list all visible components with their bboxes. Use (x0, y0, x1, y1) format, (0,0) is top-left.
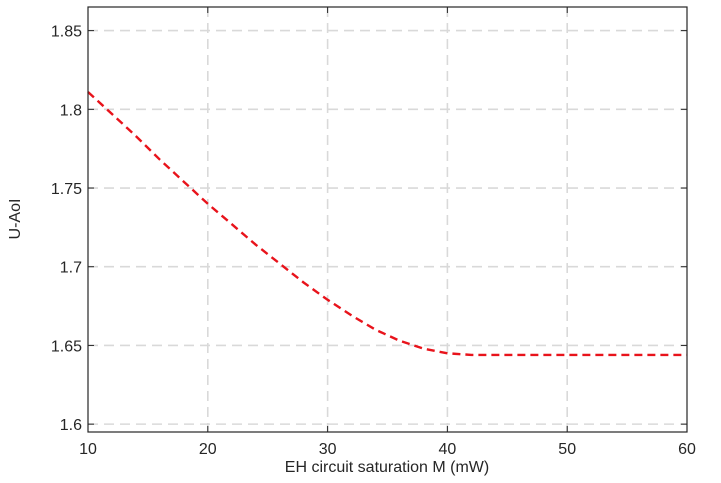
x-tick-label: 10 (79, 441, 97, 458)
plot-frame (87, 6, 688, 433)
y-tick-label: 1.85 (51, 24, 82, 41)
y-axis-label: U-AoI (7, 199, 24, 240)
x-tick-label: 40 (439, 441, 457, 458)
ticks: 10 20 30 40 50 60 1.6 1.65 1.7 1.75 1.8 1.85 (51, 7, 696, 458)
y-tick-label: 1.8 (60, 102, 82, 119)
x-tick-label: 20 (199, 441, 217, 458)
x-axis-label: EH circuit saturation M (mW) (285, 459, 489, 476)
y-tick-label: 1.6 (60, 417, 82, 434)
y-tick-label: 1.65 (51, 338, 82, 355)
y-tick-label: 1.7 (60, 260, 82, 277)
x-tick-label: 60 (678, 441, 696, 458)
y-tick-label: 1.75 (51, 181, 82, 198)
plot-area (88, 7, 687, 432)
grid (88, 7, 687, 432)
series-line (87, 91, 687, 357)
series-group (87, 91, 687, 357)
x-tick-label: 30 (319, 441, 337, 458)
x-tick-label: 50 (558, 441, 576, 458)
